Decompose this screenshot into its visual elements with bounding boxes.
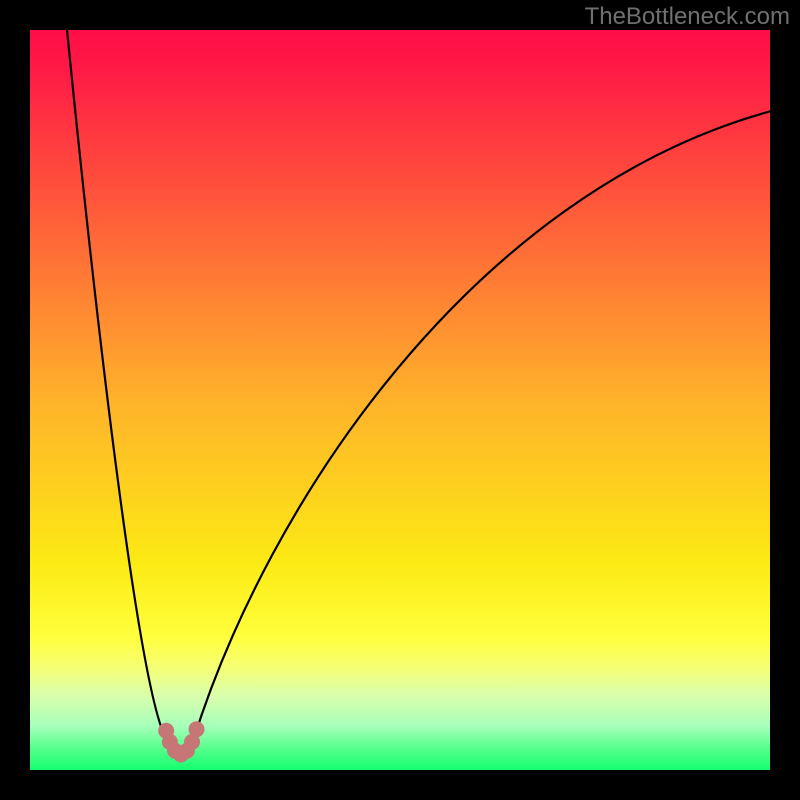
chart-svg	[30, 30, 770, 770]
valley-marker	[189, 721, 205, 737]
gradient-background	[30, 30, 770, 770]
chart-frame: TheBottleneck.com	[0, 0, 800, 800]
watermark-label: TheBottleneck.com	[585, 3, 790, 31]
plot-area	[30, 30, 770, 770]
